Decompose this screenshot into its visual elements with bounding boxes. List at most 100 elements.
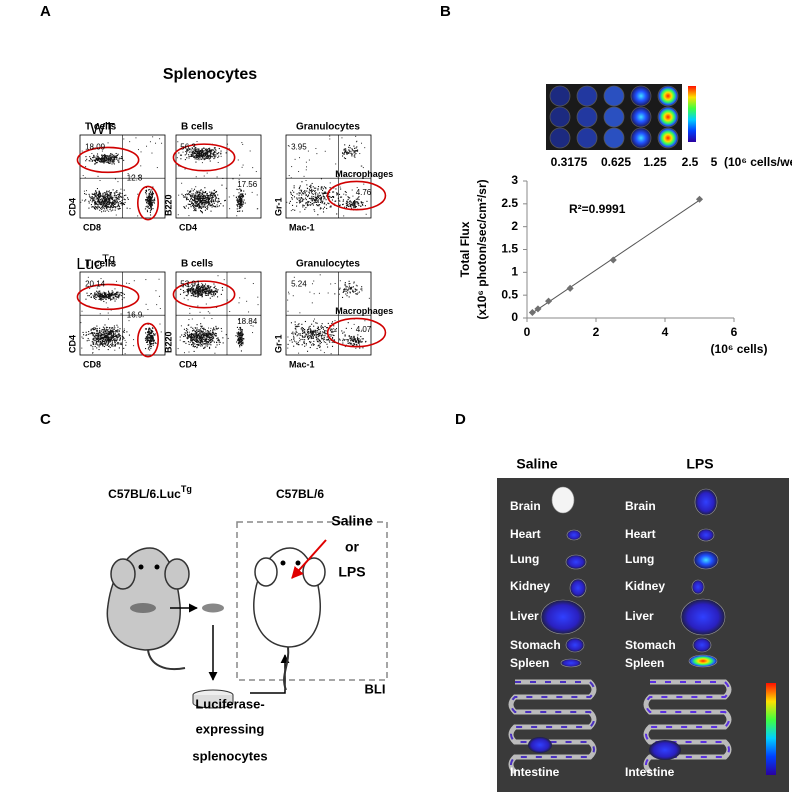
event-dot: [101, 329, 103, 331]
event-dot: [120, 195, 122, 197]
event-dot: [113, 328, 115, 330]
event-dot: [109, 156, 111, 159]
event-dot: [99, 157, 101, 160]
event-dot: [106, 326, 108, 329]
event-dot: [101, 161, 103, 163]
event-dot: [185, 199, 188, 201]
event-dot: [366, 200, 368, 202]
event-dot: [107, 158, 109, 160]
event-dot: [151, 343, 153, 345]
event-dot: [240, 200, 242, 202]
event-dot: [197, 293, 200, 295]
event-dot: [117, 181, 119, 183]
event-dot: [356, 285, 358, 287]
event-dot: [89, 160, 91, 162]
event-dot: [198, 344, 200, 346]
organs: BrainHeartLungKidneyLiverStomachSpleenIn…: [508, 486, 732, 779]
event-dot: [241, 200, 243, 202]
event-dot: [146, 337, 148, 339]
event-dot: [207, 335, 209, 337]
event-dot: [294, 332, 296, 334]
event-dot: [197, 200, 199, 202]
event-dot: [109, 333, 111, 335]
event-dot: [146, 195, 148, 197]
event-dot: [109, 208, 111, 210]
event-dot: [144, 338, 146, 340]
event-dot: [96, 337, 98, 339]
event-dot: [334, 329, 336, 331]
event-dot: [349, 201, 351, 203]
event-dot: [241, 338, 243, 340]
event-dot: [317, 335, 319, 338]
event-dot: [99, 294, 101, 297]
event-dot: [204, 198, 206, 200]
event-dot: [199, 199, 201, 201]
event-dot: [216, 204, 218, 206]
event-dot: [202, 333, 204, 335]
event-dot: [357, 198, 359, 200]
event-dot: [107, 341, 109, 343]
event-dot: [357, 339, 359, 341]
event-dot: [96, 192, 98, 194]
event-dot: [106, 341, 108, 343]
well: [576, 85, 598, 107]
event-dot: [218, 147, 220, 150]
event-dot: [191, 333, 193, 336]
point: [534, 305, 542, 313]
event-dot: [149, 141, 151, 143]
event-dot: [108, 162, 110, 164]
event-dot: [93, 199, 95, 201]
event-dot: [198, 194, 200, 196]
event-dot: [194, 327, 196, 329]
event-dot: [105, 155, 107, 158]
event-dot: [205, 153, 207, 155]
event-dot: [103, 197, 105, 199]
event-dot: [224, 199, 226, 201]
event-dot: [147, 344, 149, 346]
event-dot: [155, 142, 157, 144]
event-dot: [121, 202, 123, 205]
event-dot: [207, 293, 209, 295]
event-dot: [199, 338, 201, 340]
event-dot: [195, 337, 198, 339]
event-dot: [105, 195, 107, 197]
event-dot: [356, 201, 358, 203]
panel-label: C: [40, 411, 51, 428]
event-dot: [296, 201, 298, 204]
event-dot: [85, 331, 87, 333]
event-dot: [85, 166, 87, 168]
event-dot: [151, 193, 153, 195]
event-dot: [111, 154, 113, 156]
event-dot: [205, 197, 207, 199]
event-dot: [209, 334, 211, 336]
event-dot: [200, 211, 203, 213]
event-dot: [236, 208, 238, 210]
event-dot: [353, 145, 355, 147]
event-dot: [327, 339, 330, 341]
event-dot: [106, 296, 109, 298]
event-dot: [214, 195, 216, 197]
event-dot: [202, 147, 205, 149]
event-dot: [196, 340, 198, 342]
event-dot: [99, 293, 101, 295]
event-dot: [309, 335, 311, 337]
event-dot: [309, 332, 311, 334]
event-dot: [238, 331, 240, 333]
event-dot: [207, 156, 209, 159]
event-dot: [344, 283, 346, 285]
event-dot: [100, 160, 102, 162]
event-dot: [99, 193, 102, 195]
event-dot: [103, 332, 105, 334]
event-dot: [353, 204, 355, 206]
event-dot: [214, 198, 216, 200]
event-dot: [290, 210, 292, 212]
event-dot: [307, 204, 309, 206]
event-dot: [150, 200, 152, 202]
event-dot: [137, 193, 139, 195]
event-dot: [200, 343, 202, 346]
event-dot: [203, 158, 205, 160]
event-dot: [103, 295, 105, 297]
event-dot: [205, 341, 207, 343]
event-dot: [333, 339, 335, 341]
